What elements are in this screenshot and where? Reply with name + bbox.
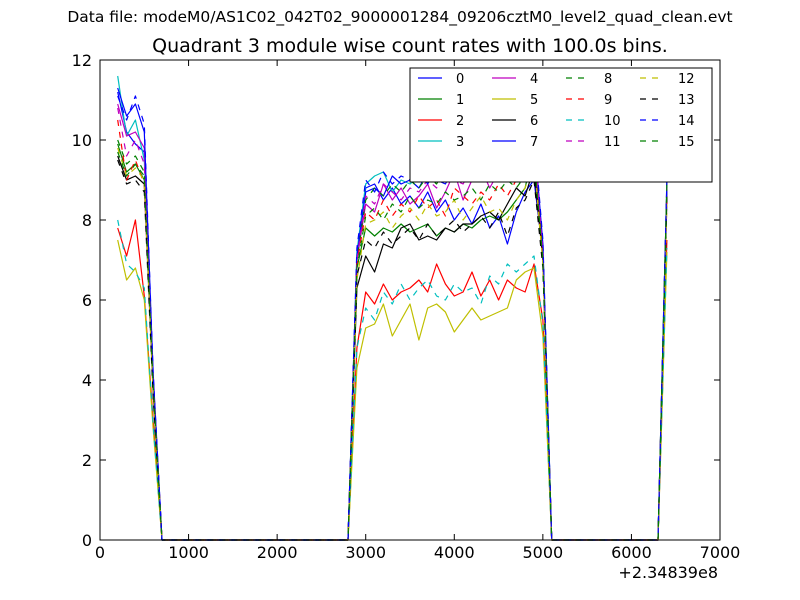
y-tick-label: 2 bbox=[82, 451, 92, 470]
series-line-15 bbox=[117, 151, 668, 541]
series-line-2 bbox=[117, 219, 668, 541]
legend-label-14: 14 bbox=[678, 114, 695, 129]
x-tick-label: 3000 bbox=[345, 543, 386, 562]
y-tick-label: 6 bbox=[82, 291, 92, 310]
x-offset-label: +2.34839e8 bbox=[618, 563, 718, 582]
legend-label-2: 2 bbox=[456, 114, 464, 129]
legend-label-8: 8 bbox=[604, 72, 612, 87]
legend-label-6: 6 bbox=[530, 114, 538, 129]
legend-label-7: 7 bbox=[530, 135, 538, 150]
series-line-6 bbox=[117, 155, 668, 541]
series-line-12 bbox=[117, 147, 668, 541]
series-line-13 bbox=[117, 159, 668, 541]
series-line-1 bbox=[117, 143, 668, 541]
chart-supertitle: Data file: modeM0/AS1C02_042T02_90000012… bbox=[67, 8, 733, 26]
y-tick-label: 4 bbox=[82, 371, 92, 390]
x-tick-label: 6000 bbox=[611, 543, 652, 562]
x-tick-label: 5000 bbox=[522, 543, 563, 562]
legend-box bbox=[409, 67, 713, 183]
legend-label-5: 5 bbox=[530, 93, 538, 108]
legend-label-15: 15 bbox=[678, 135, 695, 150]
x-tick-label: 0 bbox=[95, 543, 105, 562]
series-line-5 bbox=[117, 239, 668, 541]
legend-label-10: 10 bbox=[604, 114, 621, 129]
legend-label-12: 12 bbox=[678, 72, 695, 87]
x-tick-label: 1000 bbox=[168, 543, 209, 562]
y-tick-label: 12 bbox=[72, 51, 92, 70]
legend-label-11: 11 bbox=[604, 135, 621, 150]
legend-label-0: 0 bbox=[456, 72, 464, 87]
legend-label-3: 3 bbox=[456, 135, 464, 150]
legend-label-9: 9 bbox=[604, 93, 612, 108]
legend-label-13: 13 bbox=[678, 93, 695, 108]
y-tick-label: 0 bbox=[82, 531, 92, 550]
legend-label-1: 1 bbox=[456, 93, 464, 108]
x-tick-label: 4000 bbox=[434, 543, 475, 562]
chart-title: Quadrant 3 module wise count rates with … bbox=[152, 35, 668, 57]
y-tick-label: 10 bbox=[72, 131, 92, 150]
y-tick-label: 8 bbox=[82, 211, 92, 230]
x-tick-label: 2000 bbox=[257, 543, 298, 562]
legend-label-4: 4 bbox=[530, 72, 538, 87]
x-tick-label: 7000 bbox=[700, 543, 741, 562]
series-line-10 bbox=[117, 219, 668, 541]
